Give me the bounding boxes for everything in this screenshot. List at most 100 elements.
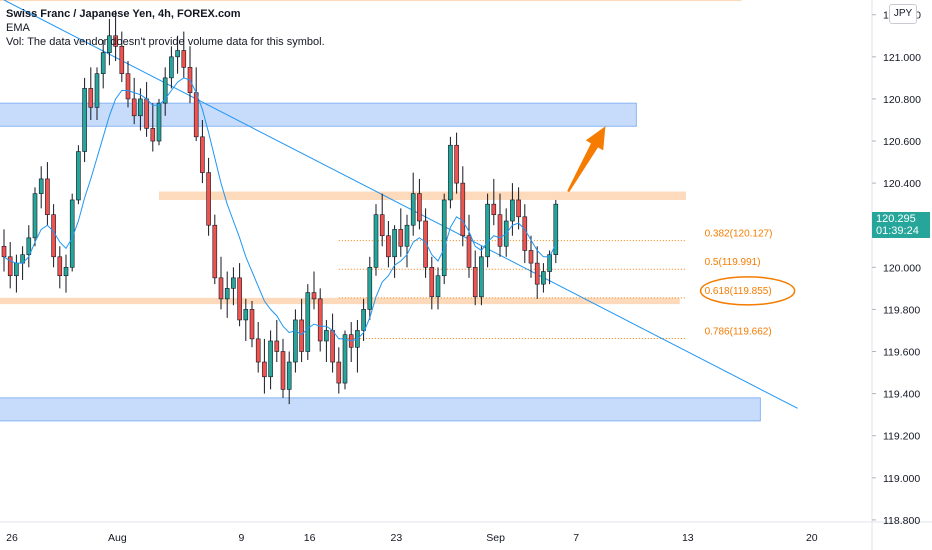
candle-up — [169, 56, 174, 79]
time-tick-label: 23 — [391, 532, 403, 544]
candle-down — [417, 193, 422, 222]
candle-down — [51, 214, 56, 258]
zones-layer — [0, 0, 761, 422]
candle-down — [330, 330, 335, 363]
price-tick-label: 119.000 — [883, 473, 920, 485]
bar-countdown: 01:39:24 — [876, 225, 919, 237]
resistance-zone — [159, 191, 686, 200]
ema-line — [3, 77, 557, 342]
candle-up — [410, 193, 416, 226]
candle-down — [522, 216, 528, 251]
candle-down — [45, 178, 50, 215]
trendline — [3, 0, 798, 409]
fib-label: 0.382(120.127) — [705, 229, 773, 240]
chart-title: Swiss Franc / Japanese Yen, 4h, FOREX.co… — [6, 8, 241, 20]
candle-up — [435, 275, 441, 298]
candle-down — [131, 98, 137, 117]
time-tick-label: 20 — [806, 532, 818, 544]
candle-down — [237, 277, 242, 321]
resistance-zone — [0, 297, 680, 305]
candle-down — [212, 224, 218, 279]
price-tick-label: 120.400 — [883, 178, 921, 190]
candle-up — [392, 229, 397, 258]
candle-up — [26, 237, 32, 255]
candle-down — [88, 88, 94, 108]
candle-up — [286, 361, 292, 390]
candle-down — [200, 136, 205, 173]
candle-down — [280, 351, 286, 390]
candle-up — [76, 151, 81, 201]
candle-up — [100, 52, 106, 74]
candle-down — [534, 262, 540, 285]
candle-up — [243, 309, 249, 321]
time-tick-label: Aug — [108, 532, 127, 544]
fib-label: 0.786(119.662) — [705, 326, 772, 337]
candle-up — [541, 271, 546, 285]
candle-up — [367, 267, 373, 310]
price-tick-label: 120.800 — [883, 94, 921, 106]
trendline-layer — [3, 0, 798, 409]
candle-up — [14, 262, 19, 277]
time-tick-label: 16 — [304, 532, 316, 544]
fib-label: 0.5(119.991) — [705, 257, 761, 268]
candle-up — [156, 102, 162, 142]
candle-down — [262, 361, 267, 378]
candle-down — [150, 128, 156, 142]
target-arrow — [567, 126, 606, 193]
ema-layer — [3, 77, 557, 342]
candle-down — [454, 144, 459, 184]
time-tick-label: 9 — [238, 532, 244, 544]
candle-down — [255, 338, 261, 363]
candle-down — [336, 361, 342, 384]
candle-down — [379, 214, 385, 237]
candle-down — [423, 220, 428, 268]
candle-down — [218, 277, 224, 300]
candle-down — [206, 172, 211, 226]
last-price: 120.295 — [876, 213, 916, 225]
candle-down — [516, 199, 521, 218]
price-tick-label: 118.800 — [883, 515, 920, 527]
candle-up — [441, 199, 447, 277]
candle-down — [472, 267, 478, 298]
candle-down — [193, 92, 199, 138]
price-tick-label: 120.600 — [883, 136, 921, 148]
candle-up — [63, 267, 69, 277]
candle-down — [299, 319, 304, 352]
candle-down — [429, 267, 435, 298]
candle-up — [479, 256, 484, 298]
time-tick-label: 7 — [573, 532, 579, 544]
candle-down — [119, 46, 125, 74]
time-tick-label: Sep — [486, 532, 505, 544]
candle-down — [1, 245, 7, 258]
candle-down — [386, 235, 391, 258]
price-tick-label: 119.200 — [883, 431, 920, 443]
volume-note: Vol: The data vendor doesn't provide vol… — [6, 36, 325, 48]
candle-down — [113, 35, 118, 47]
candle-down — [57, 256, 63, 277]
candle-up — [404, 224, 410, 247]
candle-up — [107, 35, 112, 53]
candle-up — [162, 77, 168, 104]
support-zone — [0, 397, 761, 422]
candle-down — [460, 182, 466, 237]
candle-up — [485, 203, 490, 258]
time-tick-label: 26 — [6, 532, 18, 544]
candle-up — [32, 193, 38, 239]
candle-down — [398, 229, 404, 247]
candle-up — [342, 334, 348, 384]
candle-up — [224, 288, 230, 300]
candle-up — [553, 203, 559, 255]
candle-up — [293, 319, 298, 363]
candle-up — [268, 340, 273, 378]
candle-up — [361, 309, 366, 331]
time-tick-label: 13 — [682, 532, 694, 544]
candle-down — [181, 50, 187, 68]
indicator-label[interactable]: EMA — [6, 22, 30, 34]
fib-label: 0.618(119.855) — [705, 286, 772, 297]
currency-button[interactable]: JPY — [889, 4, 917, 24]
candle-down — [274, 340, 280, 352]
candle-up — [38, 178, 44, 194]
